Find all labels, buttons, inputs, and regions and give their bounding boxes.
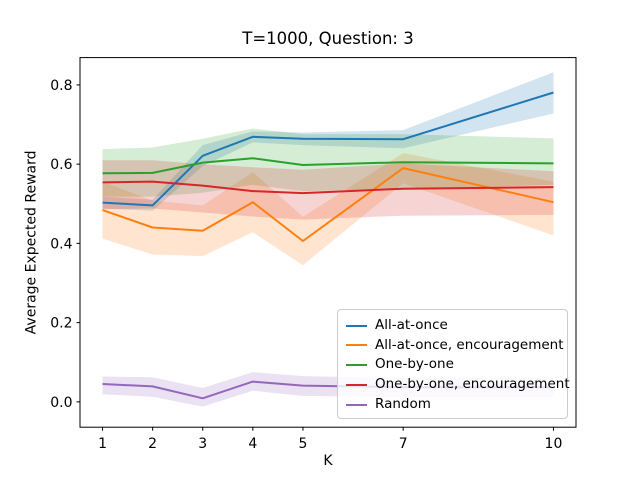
- y-tick-label: 0.0: [50, 395, 72, 411]
- confidence-band: [102, 72, 554, 211]
- axes-layer: 1 2 3 4 5 7 10 0.0 0.2 0.4 0.6 0.8: [50, 57, 577, 452]
- confidence-band: [102, 160, 554, 220]
- legend-item-label: One-by-one, encouragement: [375, 376, 570, 392]
- series-line: [102, 157, 554, 175]
- series-line: [102, 180, 554, 195]
- y-tick-label: 0.6: [50, 157, 72, 173]
- x-axis-label: K: [323, 453, 333, 469]
- legend-item: All-at-once: [346, 316, 563, 335]
- chart-title: T=1000, Question: 3: [241, 29, 414, 48]
- legend-item-label: Random: [375, 395, 431, 412]
- x-tick-label: 5: [298, 436, 307, 452]
- series-line: [102, 91, 554, 207]
- x-tick-label: 7: [399, 436, 408, 452]
- legend-swatch-line: [346, 324, 367, 327]
- legend-swatch-line: [346, 403, 367, 406]
- y-axis-label: Average Expected Reward: [24, 150, 40, 334]
- legend-item-label: One-by-one: [375, 356, 454, 373]
- x-tick-label: 4: [248, 436, 257, 452]
- legend-item-label: All-at-once, encouragement: [375, 336, 564, 353]
- confidence-band: [102, 153, 554, 266]
- axes-spines: [79, 57, 577, 428]
- x-tick-label: 10: [545, 436, 563, 452]
- x-tick-label: 2: [148, 436, 157, 452]
- legend-item: One-by-one: [346, 356, 563, 375]
- y-tick-label: 0.2: [50, 316, 72, 332]
- series-lines-layer: [102, 91, 554, 400]
- y-tick-label: 0.8: [50, 78, 72, 94]
- legend-swatch-line: [346, 364, 367, 366]
- legend-item: One-by-one, encouragement: [346, 375, 570, 394]
- series-line: [102, 167, 554, 242]
- confidence-band: [102, 128, 554, 197]
- x-tick-label: 3: [198, 436, 207, 452]
- legend-item: Random: [346, 395, 563, 414]
- legend-item: All-at-once, encouragement: [346, 336, 564, 355]
- legend-swatch-line: [346, 383, 367, 386]
- legend: All-at-once All-at-once, encouragement One…: [337, 309, 570, 419]
- y-tick-label: 0.4: [50, 236, 72, 252]
- legend-item-label: All-at-once: [375, 316, 448, 333]
- legend-swatch-line: [346, 344, 367, 347]
- x-tick-label: 1: [98, 436, 107, 452]
